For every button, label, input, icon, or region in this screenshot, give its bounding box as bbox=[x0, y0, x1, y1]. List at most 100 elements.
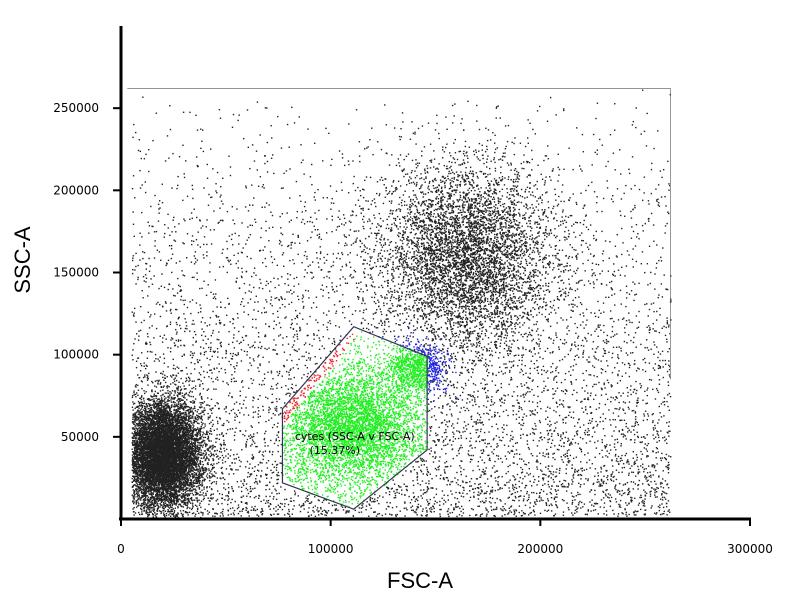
event-dot bbox=[144, 407, 147, 410]
event-dot bbox=[192, 421, 195, 424]
event-dot bbox=[141, 415, 143, 418]
event-dot bbox=[160, 413, 162, 415]
event-dot bbox=[176, 395, 179, 398]
event-dot bbox=[172, 436, 175, 439]
event-dot bbox=[206, 449, 208, 451]
event-dot bbox=[160, 493, 163, 495]
event-dot bbox=[201, 467, 203, 470]
event-dot bbox=[165, 466, 167, 468]
event-dot bbox=[210, 476, 213, 478]
event-dot bbox=[187, 428, 190, 430]
event-dot bbox=[169, 512, 171, 515]
event-dot bbox=[159, 488, 162, 490]
event-dot bbox=[182, 470, 184, 472]
event-dot bbox=[135, 501, 137, 503]
event-dot bbox=[214, 404, 216, 407]
event-dot bbox=[176, 387, 178, 389]
event-dot bbox=[186, 448, 188, 450]
event-dot bbox=[150, 404, 152, 407]
event-dot bbox=[203, 427, 205, 429]
event-dot bbox=[164, 457, 167, 459]
event-dot bbox=[206, 457, 208, 459]
event-dot bbox=[132, 403, 135, 405]
event-dot bbox=[153, 473, 155, 476]
event-dot bbox=[136, 499, 139, 501]
event-dot bbox=[183, 463, 185, 465]
event-dot bbox=[136, 440, 138, 442]
event-dot bbox=[178, 407, 181, 409]
event-dot bbox=[144, 467, 146, 470]
event-dot bbox=[148, 493, 150, 495]
event-dot bbox=[171, 479, 174, 482]
event-dot bbox=[182, 462, 184, 464]
event-dot bbox=[156, 400, 158, 402]
event-dot bbox=[192, 413, 194, 416]
event-dot bbox=[195, 418, 197, 421]
event-dot bbox=[199, 462, 202, 464]
event-dot bbox=[198, 437, 201, 439]
event-dot bbox=[194, 458, 196, 460]
event-dot bbox=[137, 430, 139, 432]
event-dot bbox=[192, 402, 194, 404]
event-dot bbox=[131, 448, 133, 450]
event-dot bbox=[148, 407, 150, 410]
event-dot bbox=[186, 445, 189, 447]
event-dot bbox=[175, 461, 177, 463]
event-dot bbox=[139, 416, 142, 419]
event-dot bbox=[137, 494, 139, 496]
event-dot bbox=[138, 511, 140, 514]
event-dot bbox=[151, 389, 153, 391]
event-dot bbox=[192, 505, 194, 508]
event-dot bbox=[194, 410, 197, 412]
event-dot bbox=[157, 476, 160, 478]
event-dot bbox=[183, 473, 186, 475]
event-dot bbox=[179, 386, 182, 388]
event-dot bbox=[138, 496, 141, 498]
event-dot bbox=[156, 429, 158, 431]
event-dot bbox=[156, 411, 158, 413]
event-dot bbox=[140, 398, 142, 401]
event-dot bbox=[218, 433, 221, 436]
event-dot bbox=[179, 453, 182, 455]
event-dot bbox=[160, 382, 162, 384]
event-dot bbox=[176, 399, 178, 402]
event-dot bbox=[168, 504, 170, 506]
event-dot bbox=[162, 424, 164, 426]
event-dot bbox=[195, 428, 198, 431]
event-dot bbox=[190, 395, 192, 398]
event-dot bbox=[150, 494, 152, 496]
event-dot bbox=[194, 453, 197, 455]
event-dot bbox=[140, 412, 142, 415]
event-dot bbox=[197, 434, 199, 436]
event-dot bbox=[164, 494, 167, 496]
event-dot bbox=[165, 469, 168, 471]
event-dot bbox=[143, 470, 146, 473]
event-dot bbox=[167, 385, 169, 387]
event-dot bbox=[143, 474, 146, 476]
event-dot bbox=[153, 401, 156, 403]
event-dot bbox=[133, 492, 135, 494]
event-dot bbox=[142, 420, 145, 422]
event-dot bbox=[203, 413, 205, 416]
event-dot bbox=[203, 436, 205, 439]
event-dot bbox=[177, 422, 180, 424]
event-dot bbox=[165, 451, 167, 454]
event-dot bbox=[212, 444, 214, 447]
event-dot bbox=[186, 499, 188, 501]
event-dot bbox=[185, 445, 187, 448]
event-dot bbox=[144, 425, 146, 428]
event-dot bbox=[177, 414, 180, 416]
event-dot bbox=[207, 448, 210, 450]
event-dot bbox=[154, 390, 157, 393]
event-dot bbox=[187, 463, 189, 466]
event-dot bbox=[175, 379, 178, 382]
event-dot bbox=[169, 416, 171, 418]
event-dot bbox=[154, 515, 157, 517]
event-dot bbox=[145, 432, 148, 435]
event-dot bbox=[181, 413, 183, 415]
event-dot bbox=[153, 474, 156, 477]
event-dot bbox=[146, 508, 148, 510]
event-dot bbox=[176, 495, 179, 497]
event-dot bbox=[187, 438, 189, 441]
event-dot bbox=[156, 502, 159, 505]
